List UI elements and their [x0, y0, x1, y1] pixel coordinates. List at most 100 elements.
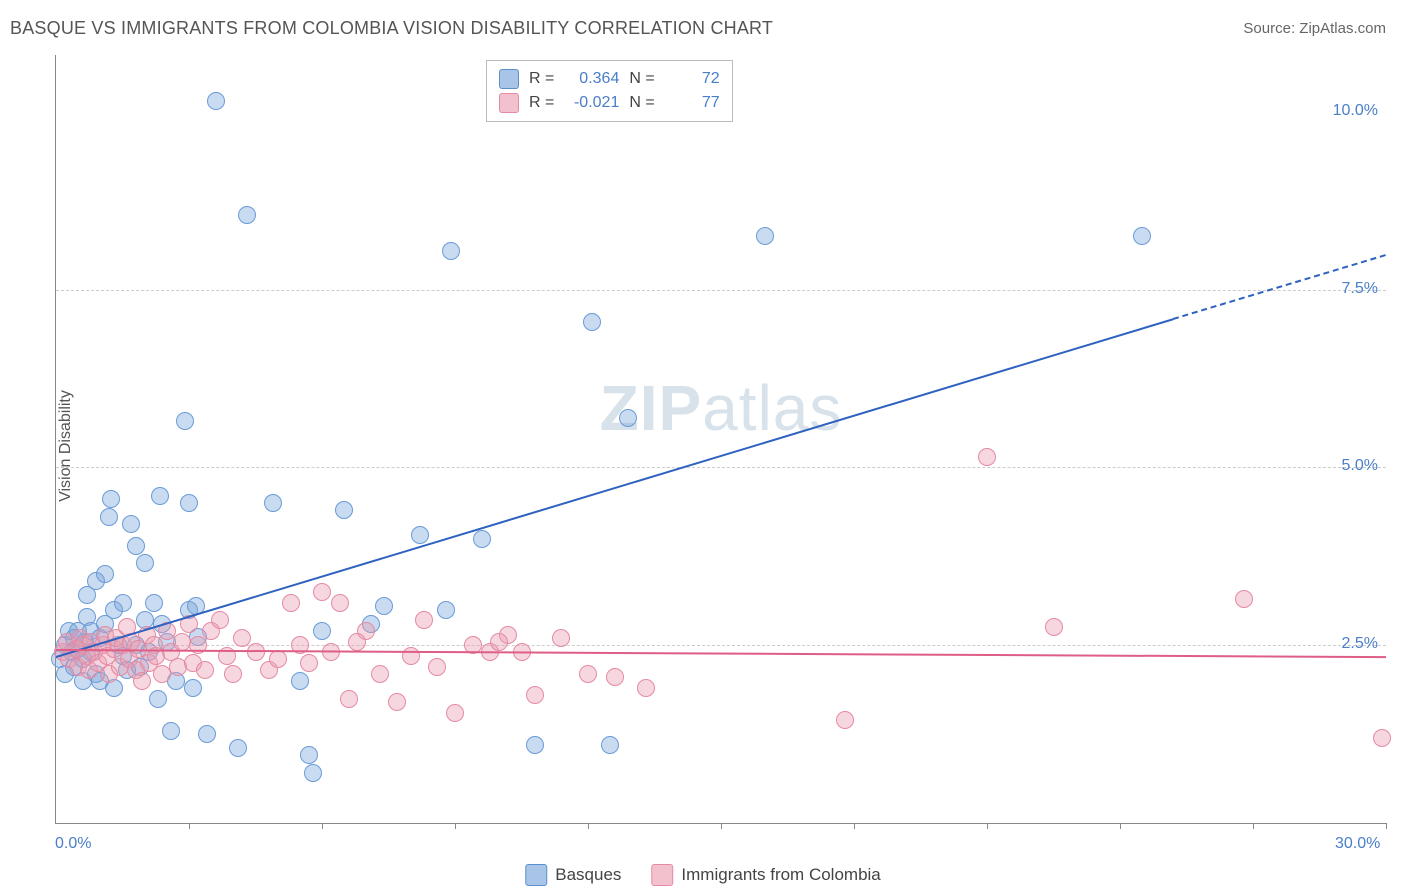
n-label: N = [629, 91, 654, 115]
legend-box-colombia [651, 864, 673, 886]
data-point [836, 711, 854, 729]
y-tick-label: 10.0% [1333, 102, 1378, 120]
watermark-bold: ZIP [600, 372, 703, 444]
y-tick-label: 7.5% [1342, 280, 1378, 298]
data-point [282, 594, 300, 612]
data-point [756, 227, 774, 245]
data-point [490, 633, 508, 651]
data-point [526, 736, 544, 754]
source-attribution: Source: ZipAtlas.com [1243, 20, 1386, 37]
watermark: ZIPatlas [600, 371, 843, 445]
data-point [446, 704, 464, 722]
data-point [388, 693, 406, 711]
data-point [375, 597, 393, 615]
data-point [473, 530, 491, 548]
n-value-basques: 72 [665, 67, 720, 91]
data-point [102, 490, 120, 508]
data-point [180, 494, 198, 512]
data-point [428, 658, 446, 676]
r-value-colombia: -0.021 [564, 91, 619, 115]
data-point [415, 611, 433, 629]
data-point [411, 526, 429, 544]
data-point [96, 565, 114, 583]
data-point [233, 629, 251, 647]
data-point [552, 629, 570, 647]
legend-row-basques: R = 0.364 N = 72 [499, 67, 720, 91]
x-tick [1253, 823, 1254, 829]
x-tick [588, 823, 589, 829]
data-point [151, 487, 169, 505]
source-name: ZipAtlas.com [1299, 20, 1386, 37]
data-point [402, 647, 420, 665]
legend-row-colombia: R = -0.021 N = 77 [499, 91, 720, 115]
swatch-basques [499, 69, 519, 89]
data-point [133, 672, 151, 690]
data-point [442, 242, 460, 260]
x-tick [854, 823, 855, 829]
source-prefix: Source: [1243, 20, 1299, 37]
chart-container: BASQUE VS IMMIGRANTS FROM COLOMBIA VISIO… [0, 0, 1406, 892]
data-point [1373, 729, 1391, 747]
data-point [224, 665, 242, 683]
data-point [211, 611, 229, 629]
data-point [162, 722, 180, 740]
data-point [184, 679, 202, 697]
plot-area: ZIPatlas R = 0.364 N = 72 R = -0.021 N =… [55, 55, 1386, 824]
data-point [122, 515, 140, 533]
data-point [606, 668, 624, 686]
series-legend: Basques Immigrants from Colombia [525, 864, 881, 886]
n-value-colombia: 77 [665, 91, 720, 115]
legend-item-basques: Basques [525, 864, 621, 886]
x-tick [987, 823, 988, 829]
legend-box-basques [525, 864, 547, 886]
data-point [198, 725, 216, 743]
data-point [100, 508, 118, 526]
y-tick-label: 2.5% [1342, 635, 1378, 653]
x-tick-label: 30.0% [1335, 835, 1380, 853]
x-tick [322, 823, 323, 829]
x-tick [1120, 823, 1121, 829]
data-point [291, 672, 309, 690]
data-point [619, 409, 637, 427]
correlation-legend: R = 0.364 N = 72 R = -0.021 N = 77 [486, 60, 733, 122]
chart-title: BASQUE VS IMMIGRANTS FROM COLOMBIA VISIO… [10, 18, 773, 39]
data-point [304, 764, 322, 782]
data-point [526, 686, 544, 704]
gridline [56, 290, 1386, 291]
data-point [437, 601, 455, 619]
data-point [371, 665, 389, 683]
gridline [56, 467, 1386, 468]
data-point [579, 665, 597, 683]
data-point [247, 643, 265, 661]
data-point [300, 746, 318, 764]
swatch-colombia [499, 93, 519, 113]
data-point [149, 690, 167, 708]
data-point [1133, 227, 1151, 245]
data-point [127, 537, 145, 555]
data-point [583, 313, 601, 331]
data-point [176, 412, 194, 430]
legend-label-basques: Basques [555, 865, 621, 885]
legend-item-colombia: Immigrants from Colombia [651, 864, 880, 886]
data-point [136, 554, 154, 572]
r-label: R = [529, 91, 554, 115]
data-point [114, 594, 132, 612]
data-point [340, 690, 358, 708]
watermark-rest: atlas [702, 372, 842, 444]
trend-line [56, 318, 1174, 658]
data-point [229, 739, 247, 757]
x-tick-label: 0.0% [55, 835, 91, 853]
data-point [145, 594, 163, 612]
data-point [264, 494, 282, 512]
data-point [207, 92, 225, 110]
data-point [601, 736, 619, 754]
r-label: R = [529, 67, 554, 91]
data-point [196, 661, 214, 679]
y-tick-label: 5.0% [1342, 457, 1378, 475]
r-value-basques: 0.364 [564, 67, 619, 91]
data-point [331, 594, 349, 612]
data-point [269, 650, 287, 668]
x-tick [189, 823, 190, 829]
data-point [1235, 590, 1253, 608]
x-tick [721, 823, 722, 829]
